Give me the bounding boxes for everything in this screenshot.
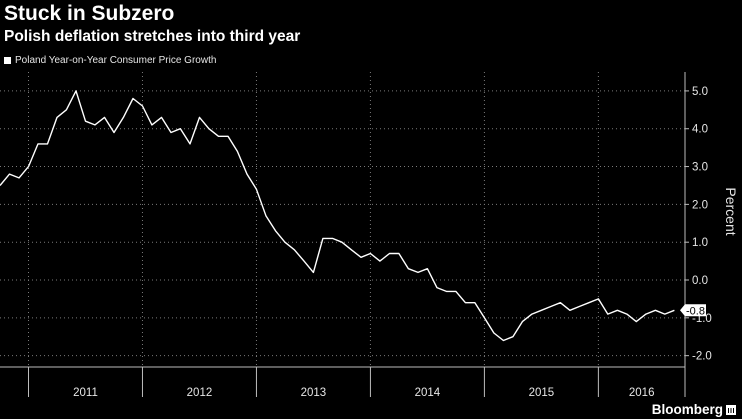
end-value-tag — [680, 304, 706, 317]
legend: Poland Year-on-Year Consumer Price Growt… — [4, 55, 216, 66]
y-tick-label: 2.0 — [692, 199, 708, 211]
bar-chart-icon — [726, 404, 736, 415]
legend-label: Poland Year-on-Year Consumer Price Growt… — [15, 55, 217, 66]
x-tick-label: 2016 — [629, 387, 655, 399]
x-tick-label: 2015 — [529, 387, 555, 399]
x-tick-label: 2011 — [73, 387, 98, 399]
y-tick-label: 4.0 — [692, 124, 708, 136]
y-tick-label: 3.0 — [692, 162, 708, 174]
chart-title: Stuck in Subzero — [4, 2, 175, 25]
x-tick-label: 2013 — [301, 387, 327, 399]
bloomberg-logo: Bloomberg — [652, 402, 736, 417]
y-tick-label: -2.0 — [692, 351, 712, 363]
legend-swatch — [4, 57, 11, 64]
brand-name: Bloomberg — [651, 402, 723, 417]
y-axis-label: Percent — [723, 187, 739, 235]
y-tick-label: 1.0 — [692, 237, 708, 249]
x-tick-label: 2014 — [415, 387, 441, 399]
chart-subtitle: Polish deflation stretches into third ye… — [4, 28, 301, 45]
series-line — [0, 90, 675, 342]
end-value-label: -0.8 — [686, 305, 705, 317]
y-tick-label: 0.0 — [692, 275, 708, 287]
y-tick-label: 5.0 — [692, 86, 708, 98]
x-tick-label: 2012 — [187, 387, 213, 399]
